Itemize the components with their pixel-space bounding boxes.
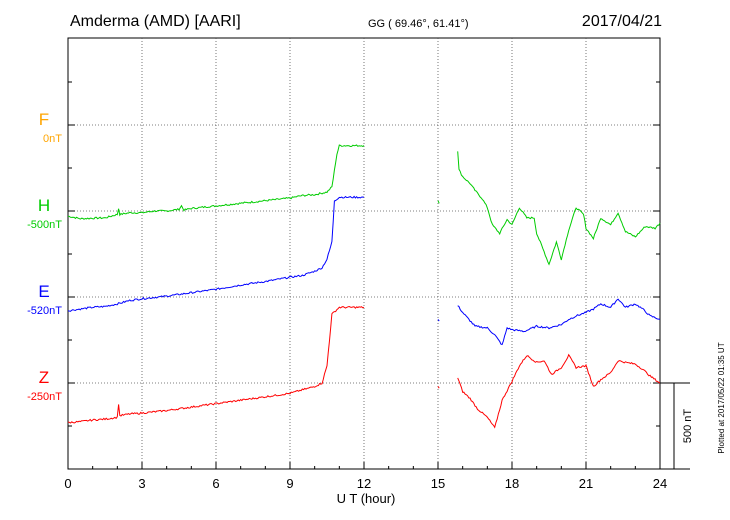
component-f-name: F — [39, 110, 49, 129]
series-h-line-0 — [67, 144, 365, 220]
x-tick-label: 9 — [286, 476, 293, 491]
series-e-line-0 — [67, 195, 365, 312]
x-tick-label: 0 — [64, 476, 71, 491]
series-h-line-1 — [437, 200, 440, 204]
station-title: Amderma (AMD) [AARI] — [70, 13, 241, 30]
series-e-line-1 — [437, 319, 440, 322]
series-z-line-2 — [457, 353, 661, 429]
component-e-name: E — [38, 282, 49, 301]
x-tick-label: 21 — [579, 476, 593, 491]
component-h-name: H — [38, 196, 50, 215]
x-tick-label: 15 — [431, 476, 445, 491]
component-f-offset: 0nT — [43, 133, 62, 145]
plotted-at-label: Plotted at 2017/05/22 01:35 UT — [717, 342, 726, 453]
component-z-name: Z — [39, 368, 49, 387]
series-group — [67, 144, 661, 429]
x-tick-label: 18 — [505, 476, 519, 491]
x-tick-label: 6 — [212, 476, 219, 491]
component-e-offset: -520nT — [27, 305, 62, 317]
x-tick-label: 3 — [138, 476, 145, 491]
series-z-line-1 — [437, 386, 440, 389]
axis-ticks: 0 3 6 9 12 15 18 21 24 — [64, 81, 667, 491]
component-z-offset: -250nT — [27, 391, 62, 403]
x-tick-label: 24 — [653, 476, 667, 491]
x-axis-label: U T (hour) — [337, 491, 396, 506]
component-h-offset: -500nT — [27, 219, 62, 231]
series-h-line-2 — [457, 151, 661, 266]
coordinates-label: GG ( 69.46°, 61.41°) — [368, 18, 469, 30]
scale-bar-label: 500 nT — [682, 409, 694, 444]
grid — [68, 38, 660, 469]
series-z-line-0 — [67, 305, 365, 424]
date-label: 2017/04/21 — [582, 13, 662, 30]
x-tick-label: 12 — [357, 476, 371, 491]
series-e-line-2 — [457, 298, 661, 346]
